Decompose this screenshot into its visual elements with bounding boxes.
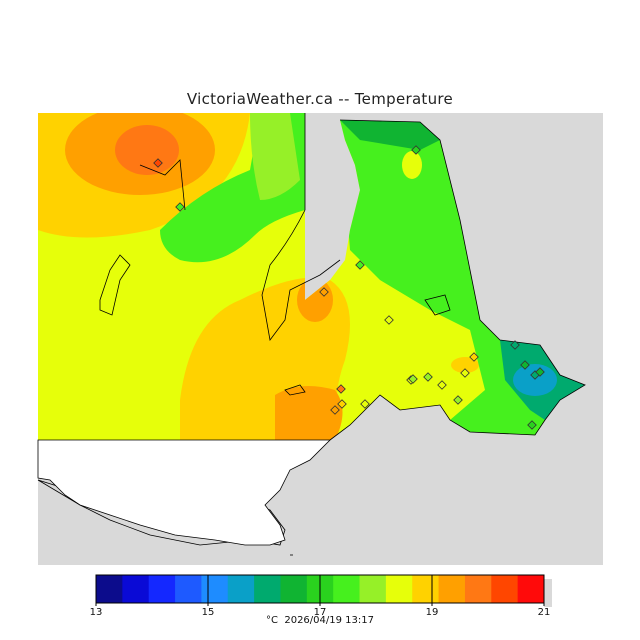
station-marker[interactable] [330, 405, 340, 415]
legend-swatch [438, 575, 466, 603]
station-marker[interactable] [520, 360, 530, 370]
map-title: VictoriaWeather.ca -- Temperature [186, 90, 454, 108]
station-marker[interactable] [336, 384, 346, 394]
station-marker[interactable] [437, 380, 447, 390]
station-marker[interactable] [175, 202, 185, 212]
station-marker[interactable] [337, 399, 347, 409]
station-marker[interactable] [423, 372, 433, 382]
legend-swatch [148, 575, 176, 603]
legend-swatch [227, 575, 255, 603]
station-marker[interactable] [460, 368, 470, 378]
station-marker[interactable] [411, 145, 421, 155]
station-marker[interactable] [355, 260, 365, 270]
legend-swatch [201, 575, 229, 603]
lower-land-mass [37, 439, 331, 546]
station-marker[interactable] [408, 374, 418, 384]
station-marker[interactable] [360, 399, 370, 409]
legend-shadow [544, 579, 552, 607]
legend-tick-label: 13 [90, 607, 103, 618]
legend-tick-label: 15 [202, 607, 215, 618]
legend-swatch [491, 575, 519, 603]
legend-swatch [464, 575, 492, 603]
legend-swatch [175, 575, 202, 603]
legend-tick-label: 17 [314, 607, 327, 618]
station-marker[interactable] [153, 158, 163, 168]
station-marker[interactable] [453, 395, 463, 405]
legend-caption: °C 2026/04/19 13:17 [0, 615, 640, 626]
legend-swatch [412, 575, 440, 603]
unit-label: °C [266, 615, 278, 626]
legend-swatch [254, 575, 281, 603]
legend-tick-label: 21 [538, 607, 551, 618]
legend-swatch [359, 575, 387, 603]
station-marker[interactable] [535, 367, 545, 377]
station-marker[interactable] [510, 340, 520, 350]
station-markers [153, 145, 545, 430]
station-marker[interactable] [469, 352, 479, 362]
timestamp-label: 2026/04/19 13:17 [284, 615, 374, 626]
legend-swatch [517, 575, 545, 603]
station-marker[interactable] [319, 287, 329, 297]
legend-swatch [96, 575, 123, 603]
legend-swatch [385, 575, 413, 603]
station-marker[interactable] [384, 315, 394, 325]
legend-swatch [122, 575, 150, 603]
legend-tick-label: 19 [426, 607, 439, 618]
station-marker[interactable] [527, 420, 537, 430]
legend-swatch [333, 575, 361, 603]
legend-swatch [280, 575, 308, 603]
